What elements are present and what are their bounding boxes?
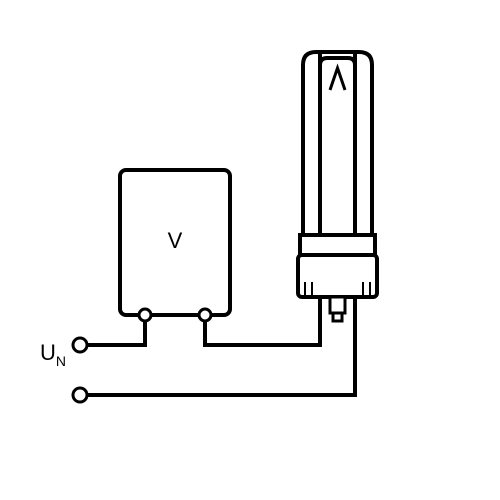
ballast-terminal-left xyxy=(139,309,151,321)
wire-supply-to-ballast xyxy=(85,321,145,345)
supply-terminal-bottom xyxy=(73,388,87,402)
supply-label: UN xyxy=(40,340,66,369)
supply-terminal-top xyxy=(73,338,87,352)
ballast-terminal-right xyxy=(199,309,211,321)
wire-ballast-to-lamp xyxy=(205,313,320,345)
wire-lamp-to-supply xyxy=(85,313,355,395)
cfl-lamp xyxy=(298,52,377,321)
circuit-diagram: V UN xyxy=(0,0,500,500)
ballast-label: V xyxy=(168,228,183,253)
